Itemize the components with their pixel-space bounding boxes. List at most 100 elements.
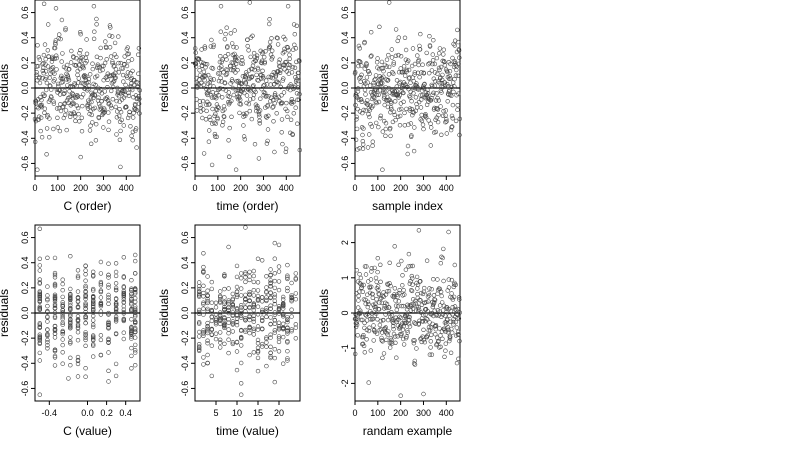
data-point bbox=[223, 72, 229, 78]
data-point bbox=[60, 277, 65, 282]
data-point bbox=[379, 295, 384, 301]
data-point bbox=[222, 286, 227, 292]
data-point bbox=[260, 258, 265, 263]
y-tick-label: 0.6 bbox=[180, 231, 190, 244]
data-point bbox=[193, 61, 198, 66]
data-point bbox=[37, 321, 42, 326]
data-point bbox=[369, 124, 375, 129]
data-point bbox=[256, 67, 261, 72]
data-point bbox=[409, 98, 414, 104]
x-tick-label: 200 bbox=[233, 183, 248, 193]
data-point bbox=[209, 286, 215, 292]
data-point bbox=[259, 60, 265, 66]
data-point bbox=[53, 53, 59, 58]
data-point bbox=[255, 337, 261, 343]
data-point bbox=[404, 69, 409, 74]
data-point bbox=[393, 99, 398, 104]
data-point bbox=[230, 291, 236, 297]
data-point bbox=[360, 132, 365, 138]
data-point bbox=[37, 335, 42, 340]
data-point bbox=[45, 22, 51, 27]
data-point bbox=[90, 120, 95, 125]
x-tick-label: 300 bbox=[416, 183, 431, 193]
data-point bbox=[285, 356, 290, 361]
data-point bbox=[359, 285, 364, 290]
data-point bbox=[433, 332, 438, 337]
data-point bbox=[371, 323, 376, 328]
data-point bbox=[129, 353, 134, 359]
data-point bbox=[215, 71, 221, 76]
data-point bbox=[386, 52, 391, 58]
data-point bbox=[385, 332, 390, 337]
data-point bbox=[75, 305, 81, 310]
data-point bbox=[130, 129, 136, 135]
data-point bbox=[113, 373, 119, 379]
data-point bbox=[226, 310, 231, 316]
y-tick-label: -0.2 bbox=[20, 105, 30, 121]
data-point bbox=[212, 95, 217, 100]
data-point bbox=[239, 315, 244, 320]
data-point bbox=[365, 80, 370, 85]
data-point bbox=[37, 295, 42, 300]
data-point bbox=[76, 76, 82, 81]
data-point bbox=[405, 84, 410, 90]
y-tick-label: -0.2 bbox=[180, 105, 190, 121]
data-point bbox=[209, 162, 215, 168]
data-point bbox=[424, 316, 429, 321]
data-point bbox=[217, 86, 222, 92]
data-point bbox=[243, 271, 248, 277]
data-point bbox=[249, 74, 254, 80]
data-point bbox=[292, 31, 297, 37]
data-point bbox=[209, 314, 215, 320]
data-point bbox=[387, 0, 392, 5]
data-point bbox=[217, 86, 223, 91]
data-point bbox=[255, 103, 260, 109]
data-point bbox=[47, 116, 52, 121]
data-point bbox=[362, 39, 367, 45]
data-point bbox=[456, 48, 462, 53]
data-point bbox=[49, 95, 54, 100]
data-point bbox=[209, 279, 215, 285]
data-point bbox=[54, 87, 60, 92]
data-point bbox=[248, 97, 253, 102]
data-point bbox=[293, 271, 298, 276]
y-tick-label: 0.2 bbox=[340, 57, 350, 70]
data-point bbox=[455, 306, 460, 312]
data-point bbox=[243, 292, 248, 298]
data-point bbox=[429, 125, 434, 130]
data-point bbox=[234, 263, 240, 269]
data-point bbox=[133, 348, 138, 353]
data-point bbox=[427, 352, 433, 357]
data-point bbox=[45, 332, 50, 338]
data-point bbox=[201, 300, 206, 305]
data-point bbox=[265, 102, 270, 108]
data-point bbox=[406, 58, 411, 63]
data-point bbox=[267, 39, 273, 45]
data-point bbox=[102, 107, 107, 113]
data-point bbox=[230, 79, 235, 84]
x-tick-label: 400 bbox=[439, 408, 454, 418]
data-point bbox=[387, 260, 392, 265]
data-point bbox=[450, 312, 455, 317]
data-point bbox=[68, 341, 73, 346]
data-point bbox=[396, 35, 401, 40]
data-point bbox=[207, 80, 213, 85]
data-point bbox=[387, 305, 392, 310]
data-point bbox=[267, 44, 272, 50]
data-point bbox=[368, 277, 374, 282]
panel-3: 0 100 200 300 400-0.6-0.4-0.20.00.20.40.6sam… bbox=[317, 0, 462, 213]
data-point bbox=[274, 111, 279, 116]
data-point bbox=[400, 283, 405, 288]
data-point bbox=[107, 33, 112, 38]
data-point bbox=[90, 61, 95, 66]
data-point bbox=[222, 323, 227, 328]
data-point bbox=[406, 122, 411, 127]
data-point bbox=[110, 84, 116, 90]
data-point bbox=[441, 47, 446, 52]
data-point bbox=[422, 340, 427, 345]
data-point bbox=[52, 310, 58, 315]
data-point bbox=[77, 119, 82, 124]
data-point bbox=[60, 329, 65, 335]
data-point bbox=[45, 293, 50, 298]
data-point bbox=[394, 88, 399, 94]
